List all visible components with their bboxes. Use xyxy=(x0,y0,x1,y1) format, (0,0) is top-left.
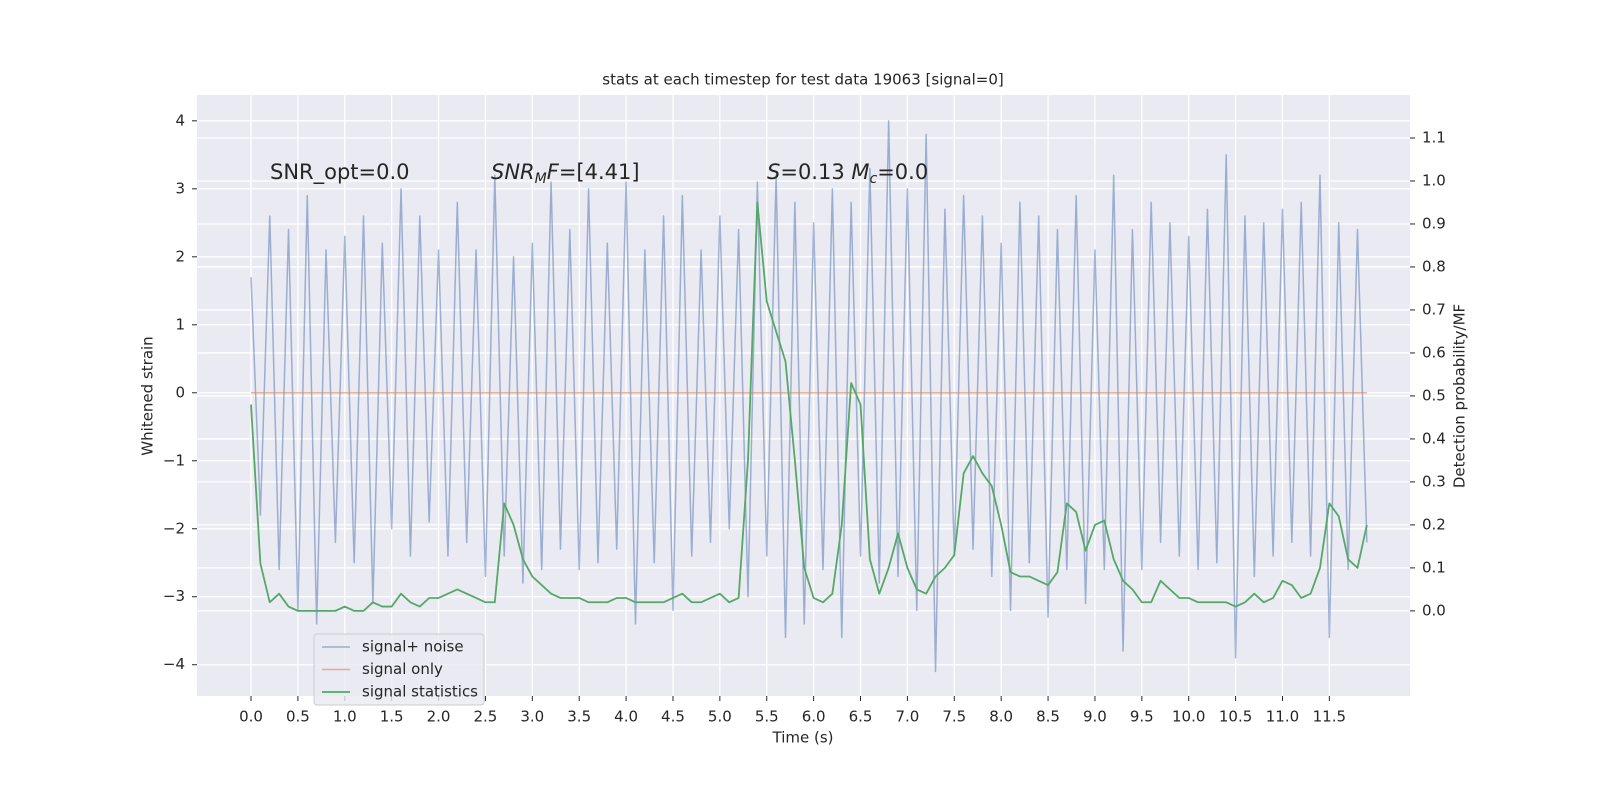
chart-title: stats at each timestep for test data 190… xyxy=(602,71,1003,89)
annotation-part: S xyxy=(767,160,780,184)
series-line xyxy=(250,120,1368,673)
x-tick-label: 11.5 xyxy=(1313,708,1346,726)
x-tick-label: 1.0 xyxy=(333,708,357,726)
annotation-part: M xyxy=(535,171,547,187)
x-tick-label: 4.0 xyxy=(614,708,638,726)
y-tick-label: −1 xyxy=(163,451,185,469)
y2-axis-label: Detection probability/MF xyxy=(1451,304,1469,488)
y2-tick-label: 0.4 xyxy=(1422,429,1446,447)
x-tick-label: 3.5 xyxy=(567,708,591,726)
y2-tick-label: 0.1 xyxy=(1422,558,1446,576)
annotation-part: c xyxy=(870,171,878,187)
axes: 0.0 0.5 1.0 1.5 2.0 2.5 3.0 3.5 4.0 4.5 5.0 5.5 6.0 6… xyxy=(163,111,1446,725)
annotation-part: =0.0 xyxy=(877,160,928,184)
annotation-part: SNR xyxy=(491,160,535,184)
y-tick-label: 2 xyxy=(175,247,185,265)
annotation-part: F xyxy=(547,160,560,184)
annotation-part: =0.13 xyxy=(780,160,851,184)
x-tick-label: 6.5 xyxy=(849,708,873,726)
annotation-part: SNR_opt=0.0 xyxy=(270,160,410,185)
x-tick-label: 0.0 xyxy=(239,708,263,726)
x-tick-label: 6.0 xyxy=(802,708,826,726)
x-tick-label: 0.5 xyxy=(286,708,310,726)
legend-box xyxy=(313,633,485,706)
x-tick-label: 9.0 xyxy=(1083,708,1107,726)
y2-tick-label: 0.6 xyxy=(1422,343,1446,361)
annotation: SNRMF=[4.41] xyxy=(491,160,640,187)
legend: signal+ noise signal only signal statistic… xyxy=(313,633,485,706)
y2-tick-label: 0.7 xyxy=(1422,300,1446,318)
x-tick-label: 7.0 xyxy=(895,708,919,726)
y-tick-label: 1 xyxy=(175,315,185,333)
x-tick-label: 9.5 xyxy=(1130,708,1154,726)
annotation-part: M xyxy=(851,160,869,184)
y-axis-label: Whitened strain xyxy=(139,336,157,455)
y2-tick-label: 0.5 xyxy=(1422,386,1446,404)
annotation: SNR_opt=0.0 xyxy=(270,160,410,185)
y2-tick-label: 0.8 xyxy=(1422,257,1446,275)
y2-tick-label: 1.1 xyxy=(1422,128,1446,146)
x-tick-label: 2.5 xyxy=(474,708,498,726)
y-tick-label: 3 xyxy=(175,179,185,197)
x-tick-label: 5.5 xyxy=(755,708,779,726)
x-tick-label: 4.5 xyxy=(661,708,685,726)
marks xyxy=(250,120,1368,673)
y-tick-label: 4 xyxy=(175,111,185,129)
x-tick-label: 8.5 xyxy=(1036,708,1060,726)
x-tick-label: 2.0 xyxy=(427,708,451,726)
y2-tick-label: 1.0 xyxy=(1422,171,1446,189)
x-axis-label: Time (s) xyxy=(772,729,834,747)
y2-tick-label: 0.9 xyxy=(1422,214,1446,232)
annotation: S=0.13 Mc=0.0 xyxy=(767,160,928,187)
legend-label: signal+ noise xyxy=(362,638,464,656)
x-tick-label: 10.5 xyxy=(1219,708,1252,726)
legend-label: signal only xyxy=(362,660,443,678)
annotation-part: =[4.41] xyxy=(559,160,640,184)
x-tick-label: 10.0 xyxy=(1172,708,1205,726)
y2-tick-label: 0.0 xyxy=(1422,601,1446,619)
x-tick-label: 8.0 xyxy=(989,708,1013,726)
x-tick-label: 11.0 xyxy=(1266,708,1299,726)
x-tick-label: 1.5 xyxy=(380,708,404,726)
y2-tick-label: 0.3 xyxy=(1422,472,1446,490)
x-tick-label: 3.0 xyxy=(520,708,544,726)
y-tick-label: −4 xyxy=(163,655,185,673)
y-tick-label: −2 xyxy=(163,519,185,537)
x-tick-label: 7.5 xyxy=(942,708,966,726)
y2-tick-label: 0.2 xyxy=(1422,515,1446,533)
y-tick-label: 0 xyxy=(175,383,185,401)
y-tick-label: −3 xyxy=(163,587,185,605)
series-line xyxy=(250,201,1368,612)
x-tick-label: 5.0 xyxy=(708,708,732,726)
legend-label: signal statistics xyxy=(362,683,478,701)
